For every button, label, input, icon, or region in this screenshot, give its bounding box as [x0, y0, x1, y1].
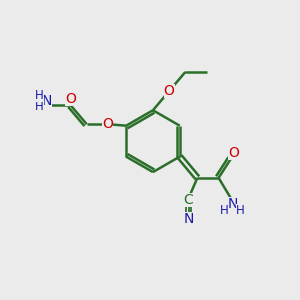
Text: H: H [220, 204, 229, 217]
Text: O: O [164, 84, 175, 98]
Text: O: O [103, 117, 113, 131]
Text: C: C [184, 193, 194, 207]
Text: N: N [42, 94, 52, 108]
Text: H: H [236, 204, 245, 217]
Text: H: H [35, 89, 44, 102]
Text: N: N [227, 197, 238, 211]
Text: O: O [65, 92, 76, 106]
Text: H: H [35, 100, 44, 113]
Text: O: O [229, 146, 239, 160]
Text: N: N [183, 212, 194, 226]
